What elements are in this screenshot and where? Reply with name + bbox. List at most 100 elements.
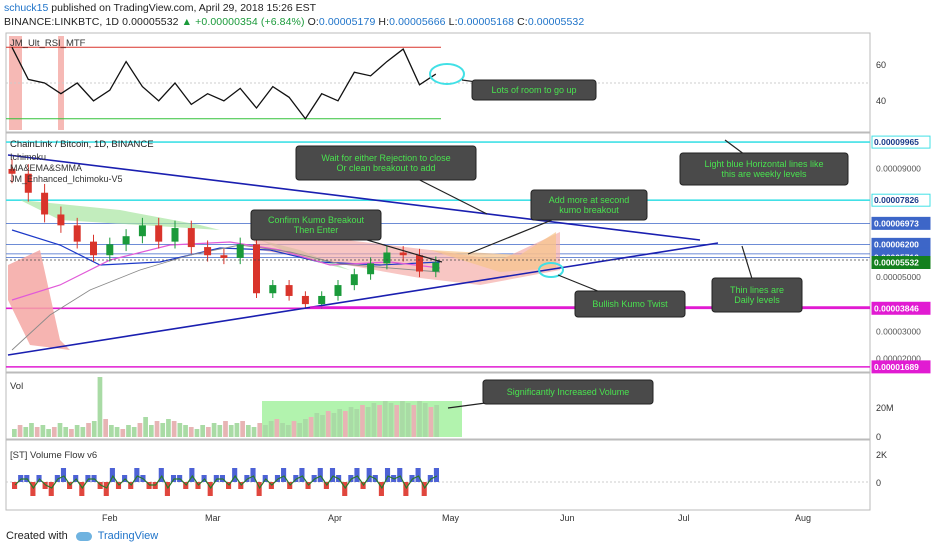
candle-body bbox=[155, 225, 163, 242]
flow-bar bbox=[170, 475, 177, 482]
price-level-badge bbox=[871, 301, 931, 315]
flow-bar bbox=[378, 482, 384, 496]
kumo-red-cloud bbox=[8, 250, 70, 350]
volume-bar bbox=[257, 423, 263, 437]
flow-bar bbox=[293, 475, 299, 482]
flow-bar bbox=[79, 482, 85, 496]
volume-bar bbox=[188, 427, 194, 437]
volume-bar bbox=[285, 425, 291, 437]
volume-tick-label: 0 bbox=[876, 432, 881, 442]
flow-bar bbox=[85, 475, 91, 482]
volume-bar bbox=[97, 377, 103, 437]
price-level-badge bbox=[871, 135, 931, 149]
price-level-label: 0.00006973 bbox=[874, 218, 919, 228]
candle-body bbox=[204, 247, 212, 256]
candle-body bbox=[187, 228, 195, 248]
flow-bar bbox=[30, 482, 36, 496]
volume-flow-panel-frame bbox=[5, 439, 871, 511]
kumo-orange-cloud bbox=[430, 232, 556, 272]
volume-bar bbox=[331, 413, 337, 437]
open-value: 0.00005179 bbox=[318, 16, 376, 28]
price-level-label: 0.00006200 bbox=[874, 239, 919, 249]
candle-body bbox=[24, 173, 32, 193]
candle-body bbox=[285, 285, 293, 296]
candle-body bbox=[383, 252, 391, 264]
flow-bar bbox=[226, 482, 232, 489]
x-axis-tick-label: Feb bbox=[102, 513, 118, 523]
flow-bar bbox=[366, 468, 372, 482]
volume-bar bbox=[200, 425, 206, 437]
volume-bar bbox=[251, 427, 257, 437]
flow-bar bbox=[244, 475, 250, 482]
volume-bar bbox=[428, 407, 434, 437]
volume-bar bbox=[126, 425, 131, 437]
volume-bar bbox=[263, 425, 268, 437]
x-axis-tick-label: Jul bbox=[678, 513, 690, 523]
callout-text: Significantly Increased Volume bbox=[507, 387, 630, 397]
volume-bar bbox=[86, 423, 91, 437]
candle-body bbox=[220, 255, 228, 258]
author-name[interactable]: schuck15 bbox=[4, 2, 49, 14]
callout-text: Thin lines are bbox=[730, 285, 784, 295]
volume-bar bbox=[103, 419, 109, 437]
volume-bar bbox=[394, 405, 400, 437]
flow-signal-line bbox=[14, 474, 438, 490]
callout-box bbox=[250, 209, 382, 241]
flow-bar bbox=[311, 475, 317, 482]
volume-bar bbox=[422, 403, 428, 437]
flow-bar bbox=[60, 468, 67, 482]
flow-bar bbox=[409, 475, 415, 482]
candle-body bbox=[253, 244, 260, 294]
callout-box bbox=[482, 379, 654, 405]
flow-bar bbox=[415, 468, 421, 482]
volume-bar bbox=[211, 423, 217, 437]
volume-title: Vol bbox=[10, 381, 23, 392]
volume-bar bbox=[57, 423, 63, 437]
tradingview-brand[interactable]: TradingView bbox=[97, 530, 159, 542]
callout-box bbox=[530, 189, 648, 221]
price-level-label: 0.00005532 bbox=[874, 257, 919, 267]
volume-bar bbox=[400, 401, 405, 437]
flow-bar bbox=[146, 482, 152, 489]
volume-bar bbox=[337, 409, 342, 437]
callout-text: Add more at second bbox=[549, 195, 630, 205]
volume-bar bbox=[360, 405, 365, 437]
rsi-line bbox=[11, 46, 437, 120]
flow-bar bbox=[164, 482, 170, 496]
price-level-label: 0.00009965 bbox=[874, 137, 919, 147]
candle-body bbox=[334, 285, 342, 296]
price-title: ChainLink / Bitcoin, 1D, BINANCE bbox=[10, 139, 154, 150]
candle-body bbox=[350, 274, 358, 286]
flow-bar bbox=[183, 482, 189, 489]
volume-bar bbox=[342, 411, 348, 437]
flow-bar bbox=[360, 482, 366, 489]
flow-bar bbox=[18, 475, 24, 482]
flow-bar bbox=[287, 482, 293, 489]
volume-bar bbox=[377, 405, 382, 437]
rsi-highlight-ellipse bbox=[429, 63, 465, 85]
x-axis-tick-label: Aug bbox=[795, 513, 811, 523]
price-axis-label: 0.00005000 bbox=[876, 272, 921, 282]
volume-bar bbox=[131, 427, 137, 437]
callout-text: Then Enter bbox=[294, 225, 339, 235]
last-price: 0.00005532 bbox=[122, 16, 179, 28]
volume-bar bbox=[166, 419, 171, 437]
volume-bar bbox=[245, 425, 251, 437]
price-axis-label: 0.00002000 bbox=[876, 353, 921, 363]
flow-bar bbox=[262, 475, 268, 482]
volume-panel-frame bbox=[5, 372, 871, 440]
high-value: 0.00005666 bbox=[389, 16, 446, 28]
callout-box bbox=[295, 145, 477, 181]
flow-bar bbox=[238, 482, 244, 489]
volume-bar bbox=[320, 415, 325, 437]
flow-bar bbox=[201, 475, 207, 482]
close-value: 0.00005532 bbox=[527, 16, 585, 28]
price-level-badge bbox=[871, 193, 931, 207]
candle-body bbox=[8, 168, 16, 174]
change-value: ▲ +0.00000354 (+6.84%) bbox=[181, 16, 305, 28]
flow-bar bbox=[189, 468, 195, 482]
volume-bar bbox=[303, 419, 308, 437]
x-axis-tick-label: May bbox=[442, 513, 460, 523]
rsi-overbought-shade bbox=[58, 36, 64, 130]
